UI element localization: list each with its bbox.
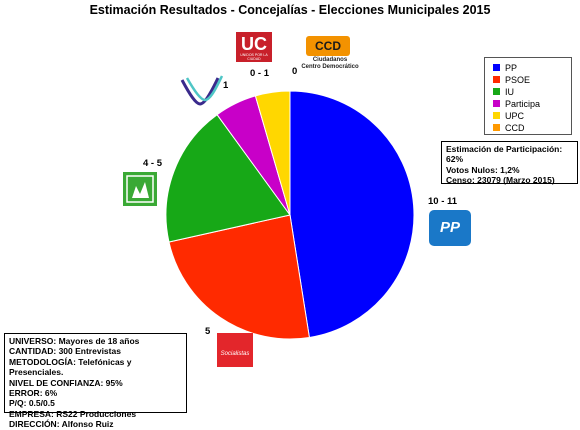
legend-swatch — [493, 64, 500, 71]
turnout-line: Estimación de Participación: 62% — [446, 144, 563, 165]
ccd-logo-subtext-2: Centro Democrático — [301, 63, 359, 70]
methodology-line: DIRECCIÓN: Alfonso Ruiz — [9, 419, 114, 430]
methodology-line: CANTIDAD: 300 Entrevistas — [9, 346, 121, 357]
legend-item-iu: IU — [493, 86, 571, 97]
turnout-info-box: Estimación de Participación: 62% Votos N… — [441, 141, 578, 186]
seat-label-participa: 1 — [223, 80, 229, 91]
legend-swatch — [493, 112, 500, 119]
legend-label: IU — [505, 86, 514, 97]
legend-label: PP — [505, 62, 518, 73]
methodology-line: P/Q: 0.5/0.5 — [9, 398, 55, 409]
ccd-logo: CCD — [306, 36, 350, 56]
seat-label-iu: 4 - 5 — [143, 158, 163, 169]
seat-label-upc: 0 - 1 — [250, 68, 270, 79]
legend-item-ccd: CCD — [493, 122, 571, 133]
null-votes-line: Votos Nulos: 1,2% — [446, 164, 520, 175]
uc-logo-subtext: UNIDOS POR LA CIUDAD — [240, 53, 268, 61]
legend-swatch — [493, 100, 500, 107]
legend-label: Participa — [505, 98, 541, 109]
iu-logo — [123, 172, 157, 206]
methodology-line: EMPRESA: RS22 Producciones — [9, 408, 137, 419]
ccd-logo-subtext-1: Ciudadanos — [312, 57, 348, 63]
pie-slice-iu — [165, 113, 291, 243]
legend-swatch — [493, 88, 500, 95]
uc-logo-text: UC — [241, 34, 267, 54]
methodology-line: NIVEL DE CONFIANZA: 95% — [9, 377, 123, 388]
legend-item-psoe: PSOE — [493, 74, 571, 85]
participa-logo — [180, 75, 224, 106]
methodology-line: METODOLOGÍA: Telefónicas y Presenciales. — [9, 356, 132, 378]
legend-swatch — [493, 76, 500, 83]
ccd-logo-subtext: Ciudadanos Centro Democrático — [300, 57, 360, 70]
chart-title: Estimación Resultados - Concejalías - El… — [89, 3, 491, 17]
seat-label-ccd: 0 — [292, 66, 297, 77]
legend-item-participa: Participa — [493, 98, 571, 109]
methodology-line: UNIVERSO: Mayores de 18 años — [9, 336, 140, 346]
legend-item-upc: UPC — [493, 110, 571, 121]
legend: PP PSOE IU Participa UPC CCD — [484, 57, 572, 135]
methodology-line: ERROR: 6% — [9, 388, 58, 399]
seat-label-pp: 10 - 11 — [428, 196, 458, 207]
psoe-logo: Socialistas — [217, 333, 253, 367]
legend-label: CCD — [505, 122, 525, 133]
uc-logo: UC UNIDOS POR LA CIUDAD — [236, 32, 272, 62]
pp-logo: PP — [429, 210, 471, 246]
census-line: Censo: 23079 (Marzo 2015) — [446, 175, 555, 186]
legend-item-pp: PP — [493, 62, 571, 73]
pie-slice-upc — [254, 90, 291, 216]
legend-label: PSOE — [505, 74, 531, 85]
seat-label-psoe: 5 — [205, 326, 211, 337]
legend-label: UPC — [505, 110, 525, 121]
pie-slice-pp — [289, 90, 415, 339]
legend-swatch — [493, 124, 500, 131]
methodology-box: UNIVERSO: Mayores de 18 años CANTIDAD: 3… — [4, 333, 187, 429]
pie-slice-psoe — [168, 214, 310, 340]
